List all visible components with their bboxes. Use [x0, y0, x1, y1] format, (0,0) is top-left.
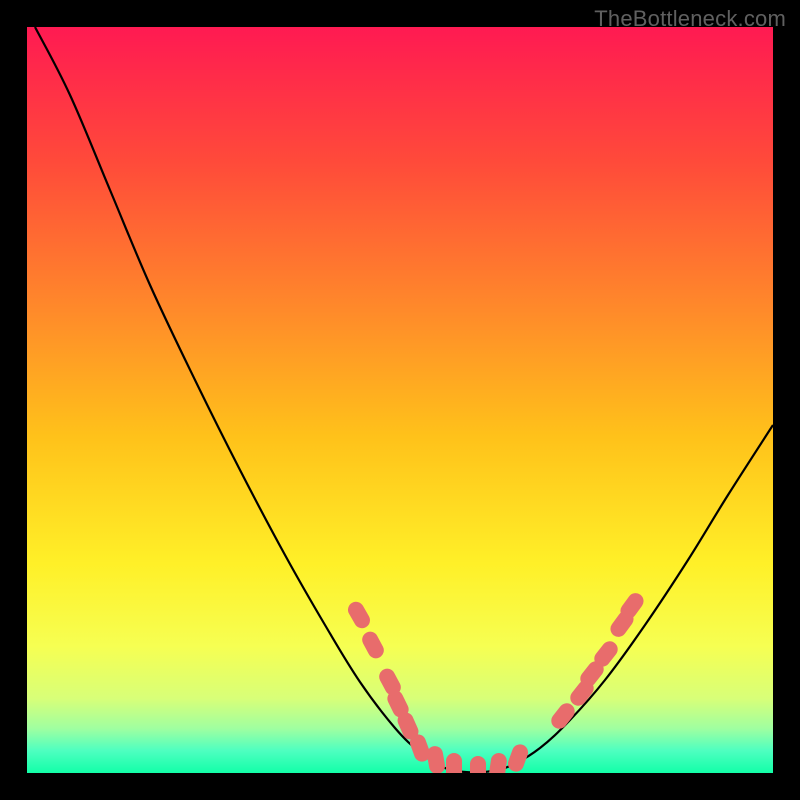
- gradient-background: [27, 27, 773, 773]
- chart-svg: [0, 0, 800, 800]
- watermark-text: TheBottleneck.com: [594, 6, 786, 32]
- chart-frame: TheBottleneck.com: [0, 0, 800, 800]
